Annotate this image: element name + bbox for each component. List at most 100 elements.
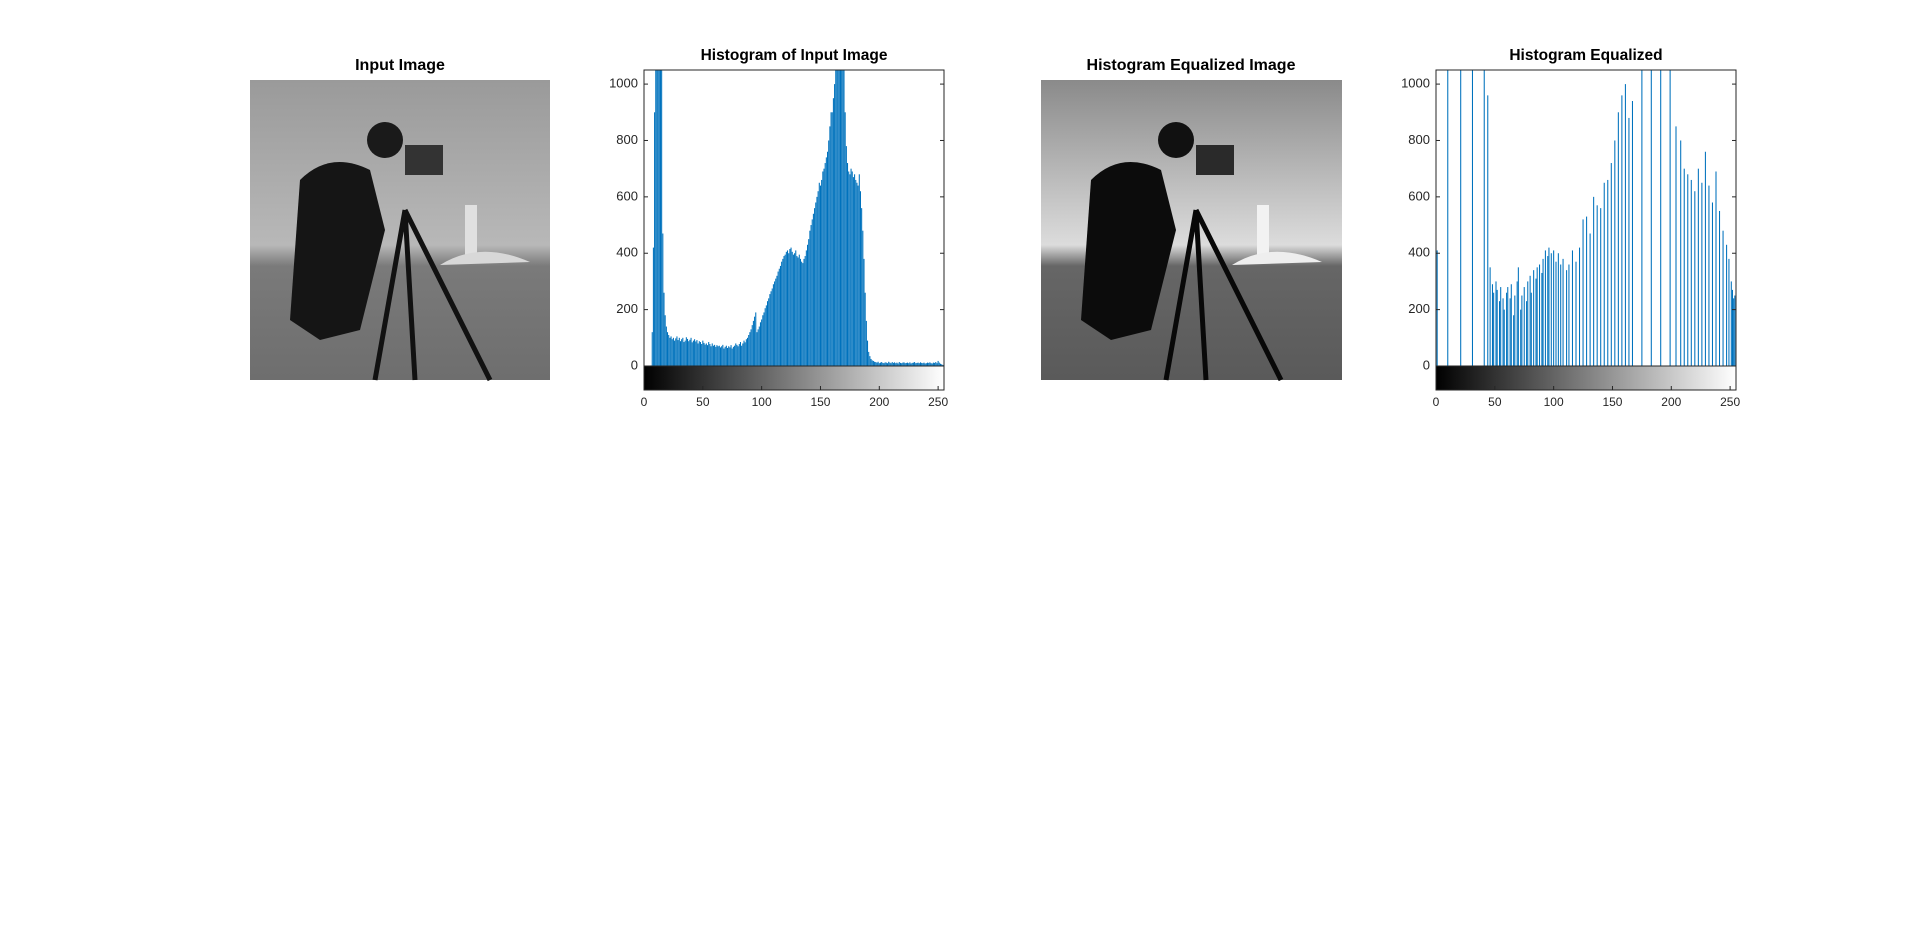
- bar: [688, 341, 690, 366]
- bar: [818, 182, 820, 366]
- bar: [1621, 95, 1623, 366]
- bar: [1499, 301, 1501, 366]
- bar: [777, 271, 779, 366]
- bar: [823, 168, 825, 366]
- bar: [912, 362, 914, 366]
- bar: [794, 253, 796, 366]
- bar: [679, 341, 681, 366]
- bar: [827, 151, 829, 366]
- bar: [716, 345, 718, 366]
- bar: [1690, 179, 1692, 366]
- bar: [1548, 247, 1550, 366]
- x-tick-label: 100: [1544, 395, 1564, 409]
- chart-title: Histogram of Input Image: [701, 47, 888, 64]
- bar: [757, 329, 759, 366]
- bar: [776, 275, 778, 366]
- bar: [1600, 208, 1602, 366]
- bar: [652, 247, 654, 366]
- bar: [662, 233, 664, 366]
- bar: [676, 336, 678, 366]
- bar: [909, 362, 911, 366]
- bar: [689, 339, 691, 366]
- x-tick-label: 250: [928, 395, 948, 409]
- bar: [810, 225, 812, 366]
- bar: [869, 356, 871, 366]
- bar: [834, 84, 836, 366]
- bar: [929, 362, 931, 366]
- bar: [1507, 287, 1509, 366]
- y-tick-label: 400: [1408, 245, 1430, 260]
- bar: [857, 185, 859, 366]
- bar: [904, 363, 906, 366]
- bar: [1708, 185, 1710, 366]
- bar: [937, 360, 939, 366]
- bar: [876, 362, 878, 366]
- bar: [891, 362, 893, 366]
- bar: [1520, 309, 1522, 366]
- bar: [670, 336, 672, 366]
- x-tick-label: 150: [1602, 395, 1622, 409]
- bar: [910, 363, 912, 366]
- bar: [1719, 210, 1721, 366]
- bar: [928, 362, 930, 366]
- bar: [897, 363, 899, 366]
- bar: [749, 332, 751, 366]
- bar: [861, 208, 863, 366]
- bar: [907, 362, 909, 366]
- y-tick-label: 1000: [609, 76, 638, 91]
- input-image: [250, 80, 550, 382]
- histogram-chart: Histogram of Input Image 0 200 400 600 800 100…: [609, 47, 948, 409]
- bar: [877, 361, 879, 366]
- bar: [884, 362, 886, 366]
- bar: [665, 326, 667, 366]
- bar: [737, 346, 739, 366]
- x-tick-label: 50: [1488, 395, 1502, 409]
- bar: [851, 171, 853, 366]
- bar: [668, 334, 670, 366]
- bar: [1506, 292, 1508, 366]
- bar: [779, 265, 781, 366]
- colorbar: [643, 365, 945, 391]
- bar: [879, 362, 881, 366]
- bar: [911, 362, 913, 366]
- bar: [894, 362, 896, 366]
- bar: [778, 268, 780, 366]
- bar: [1589, 233, 1591, 366]
- bar: [1568, 264, 1570, 366]
- bar: [847, 163, 849, 366]
- bar: [868, 351, 870, 366]
- bar: [914, 362, 916, 366]
- bar: [850, 168, 852, 366]
- bar: [725, 345, 727, 366]
- bar: [1544, 250, 1546, 366]
- bar: [892, 362, 894, 366]
- bar: [677, 340, 679, 366]
- bar: [692, 340, 694, 366]
- bar: [888, 361, 890, 366]
- bar: [865, 320, 867, 366]
- bar: [1687, 174, 1689, 366]
- bar: [1624, 84, 1626, 366]
- bar: [862, 230, 864, 366]
- bar: [1513, 315, 1515, 366]
- bar: [816, 196, 818, 366]
- bar: [859, 191, 861, 366]
- bar: [1650, 70, 1652, 366]
- bar: [708, 342, 710, 366]
- bar: [756, 332, 758, 366]
- bar: [916, 362, 918, 366]
- bar: [1566, 270, 1568, 366]
- bar: [1631, 101, 1633, 366]
- bar: [1533, 270, 1535, 366]
- bar: [856, 182, 858, 366]
- bar: [1617, 112, 1619, 366]
- bar: [812, 213, 814, 366]
- bar: [783, 256, 785, 366]
- bar: [1535, 278, 1537, 366]
- bar: [1560, 264, 1562, 366]
- bar: [895, 363, 897, 366]
- bar: [669, 337, 671, 366]
- bar: [704, 344, 706, 366]
- bar: [1575, 261, 1577, 366]
- bar: [1447, 70, 1449, 366]
